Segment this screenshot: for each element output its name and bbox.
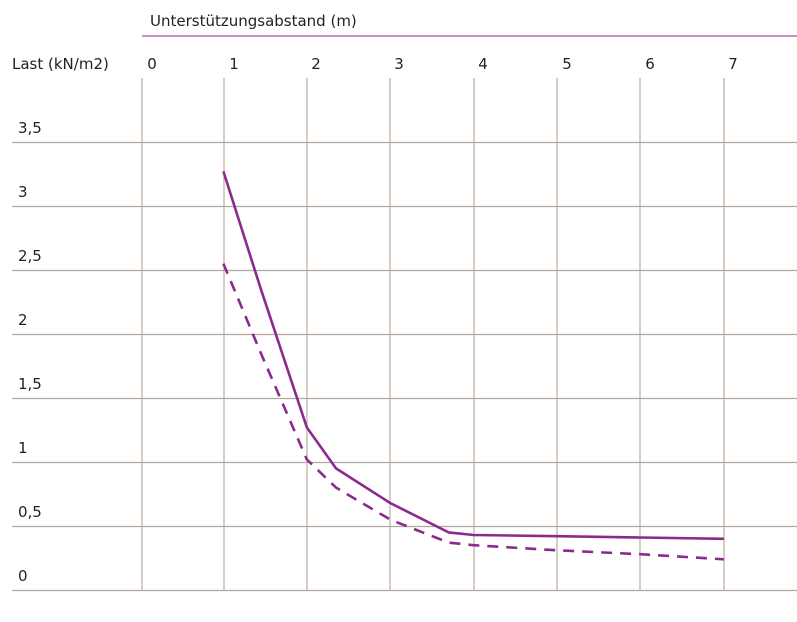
y-tick-label: 3,5 [18,119,42,137]
x-tick-label: 1 [229,55,239,73]
y-tick-label: 2,5 [18,247,42,265]
series-group [222,171,724,561]
y-axis-label: Last (kN/m2) [12,55,109,73]
y-tick-label: 1,5 [18,375,42,393]
series-line-solid [222,171,724,541]
labels-group: 0 1 2 3 4 5 6 7 0 0,5 1 1,5 2 2,5 3 3,5 [18,55,738,585]
x-tick-label: 4 [478,55,488,73]
x-tick-label: 6 [645,55,655,73]
x-tick-label: 0 [147,55,157,73]
grid [12,78,797,592]
y-tick-label: 1 [18,439,28,457]
y-tick-label: 0 [18,567,28,585]
x-tick-label: 2 [311,55,321,73]
y-tick-label: 0,5 [18,503,42,521]
x-tick-label: 3 [394,55,404,73]
series-line-dashed [222,263,724,561]
chart-title: Unterstützungsabstand (m) [150,12,357,30]
y-tick-label: 2 [18,311,28,329]
x-tick-label: 7 [728,55,738,73]
x-tick-label: 5 [562,55,572,73]
y-tick-label: 3 [18,183,28,201]
